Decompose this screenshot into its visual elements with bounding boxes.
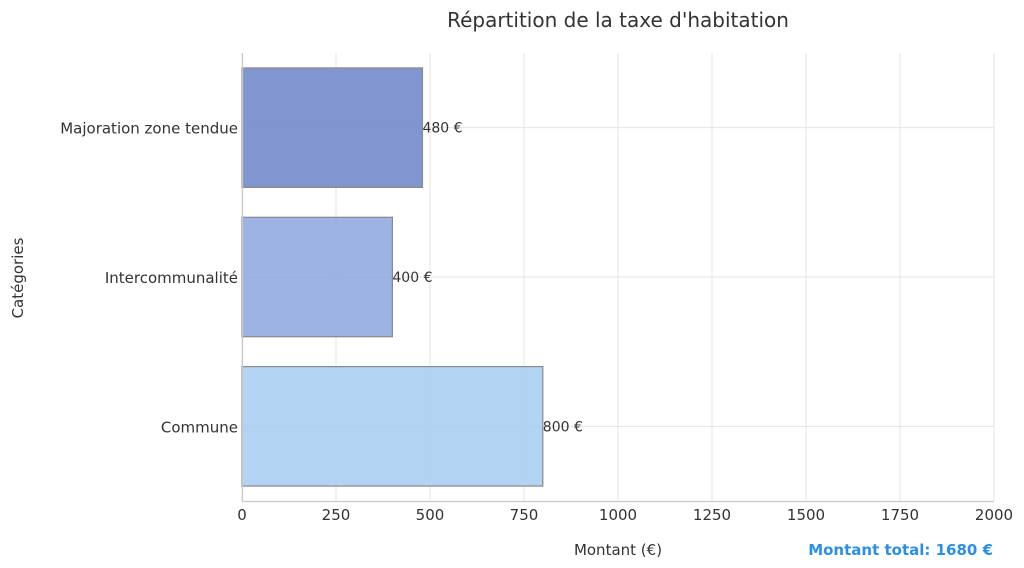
x-axis-title: Montant (€) (574, 541, 662, 559)
chart-title: Répartition de la taxe d'habitation (447, 8, 789, 32)
x-tick-labels: 0 250 500 750 1000 1250 1500 1750 2000 (237, 506, 1013, 524)
bar (241, 366, 544, 487)
x-tick-label: 1000 (599, 506, 637, 524)
category-labels: Commune Intercommunalité Majoration zone t… (60, 120, 238, 437)
y-axis-title: Catégories (9, 237, 27, 318)
bar (241, 216, 393, 338)
value-label: 480 € (422, 121, 462, 137)
x-tick-label: 1500 (787, 506, 825, 524)
axes (241, 53, 994, 503)
x-tick-label: 1750 (881, 506, 919, 524)
value-label: 400 € (392, 270, 432, 286)
category-label: Intercommunalité (105, 269, 238, 287)
category-label: Commune (161, 418, 238, 436)
total-amount-annotation: Montant total: 1680 € (808, 541, 993, 559)
category-label: Majoration zone tendue (60, 120, 238, 138)
x-tick-label: 250 (322, 506, 351, 524)
bar (241, 67, 424, 189)
x-tick-label: 2000 (975, 506, 1013, 524)
x-tick-label: 500 (416, 506, 445, 524)
x-tick-label: 0 (237, 506, 247, 524)
x-tick-label: 1250 (693, 506, 731, 524)
bars (241, 67, 544, 487)
x-tick-label: 750 (510, 506, 539, 524)
value-label: 800 € (543, 419, 583, 435)
value-labels: 800 € 400 € 480 € (392, 121, 582, 436)
